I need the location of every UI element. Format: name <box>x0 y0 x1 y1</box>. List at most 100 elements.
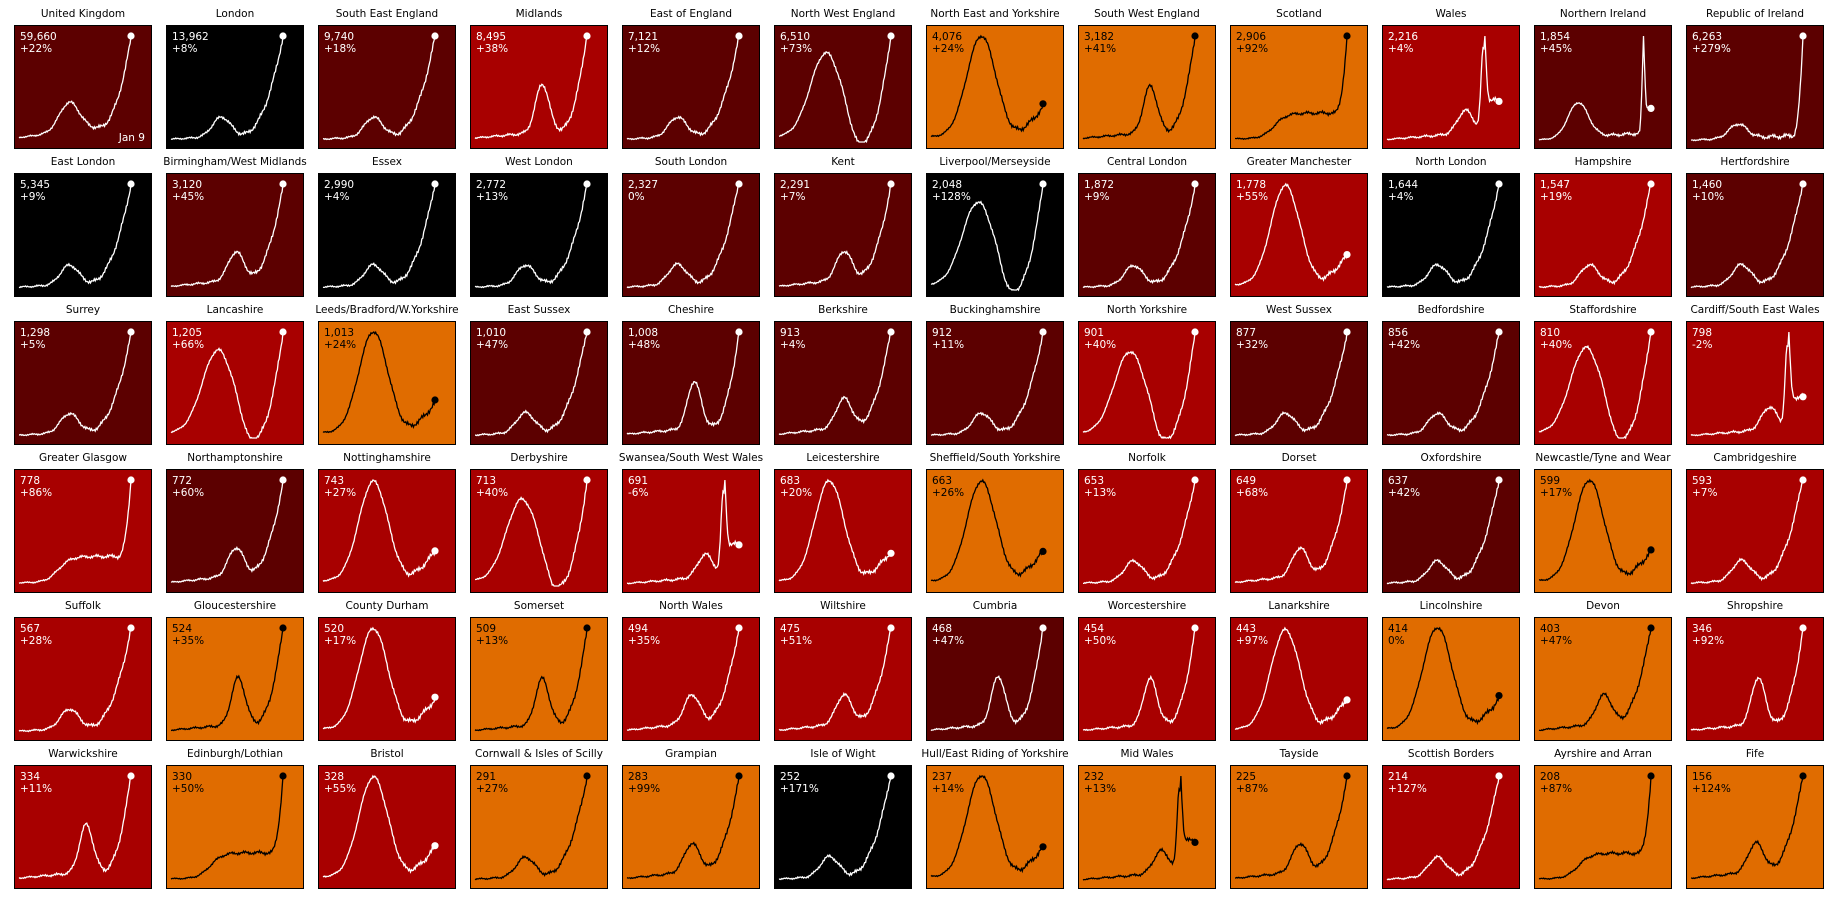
latest-point-marker <box>1343 251 1351 259</box>
panel-svg <box>322 774 439 878</box>
panel-plot: 2,216 +4% <box>1382 25 1520 149</box>
panel-svg <box>170 476 287 584</box>
panel-change: -2% <box>1692 339 1713 351</box>
latest-point-marker <box>1495 180 1503 188</box>
panel-change: +7% <box>1692 487 1718 499</box>
latest-point-marker <box>1495 692 1503 700</box>
series-line <box>474 627 588 732</box>
panel-title: Wiltshire <box>820 600 866 612</box>
panel-value: 3,120 <box>172 179 203 191</box>
panel-value: 743 <box>324 475 345 487</box>
panel-plot: 901 +40% <box>1078 321 1216 445</box>
series-line <box>170 183 284 288</box>
series-line <box>1538 627 1652 732</box>
series-line <box>626 183 740 289</box>
latest-point-marker <box>583 180 591 188</box>
panel-svg <box>626 479 743 585</box>
latest-point-marker <box>1039 547 1047 555</box>
series-line <box>1082 627 1196 732</box>
panel-plot: 59,660 +22% Jan 9 <box>14 25 152 149</box>
series-line <box>322 330 436 434</box>
panel-value: 798 <box>1692 327 1713 339</box>
panel-svg <box>1538 624 1655 732</box>
panel-title: North Wales <box>659 600 723 612</box>
panel-value: 877 <box>1236 327 1257 339</box>
panel-change: +32% <box>1236 339 1269 351</box>
panel-plot: 810 +40% <box>1534 321 1672 445</box>
panel-svg <box>1082 624 1199 732</box>
panel-plot: 593 +7% <box>1686 469 1824 593</box>
panel-plot: 454 +50% <box>1078 617 1216 741</box>
panel-svg <box>18 328 135 437</box>
panel-change: +127% <box>1388 783 1427 795</box>
panel-value: 691 <box>628 475 649 487</box>
latest-point-marker <box>1191 838 1199 846</box>
series-line <box>1082 35 1196 140</box>
panel-plot: 291 +27% <box>470 765 608 889</box>
panel-title: Bedfordshire <box>1417 304 1485 316</box>
panel-value: 403 <box>1540 623 1561 635</box>
series-line <box>1083 479 1196 585</box>
panel-value: 291 <box>476 771 497 783</box>
series-line <box>18 183 132 289</box>
series-line <box>1234 479 1348 584</box>
latest-point-marker <box>887 549 895 557</box>
panel-svg <box>1538 180 1655 289</box>
series-line <box>1235 35 1348 141</box>
latest-point-marker <box>127 32 135 40</box>
panel-title: Lanarkshire <box>1268 600 1330 612</box>
panel-plot: 156 +124% <box>1686 765 1824 889</box>
series-line <box>1690 775 1804 880</box>
panel-value: 225 <box>1236 771 1257 783</box>
panel-plot: 9,740 +18% <box>318 25 456 149</box>
latest-point-marker <box>735 772 743 780</box>
panel-svg <box>1386 328 1503 437</box>
panel-title: Liverpool/Merseyside <box>939 156 1051 168</box>
panel-value: 524 <box>172 623 193 635</box>
panel-value: 443 <box>1236 623 1257 635</box>
latest-point-marker <box>1799 180 1807 188</box>
panel-value: 593 <box>1692 475 1713 487</box>
panel-svg <box>170 624 287 732</box>
panel-plot: 1,872 +9% <box>1078 173 1216 297</box>
panel-title: Leeds/Bradford/W.Yorkshire <box>315 304 459 316</box>
panel-change: +7% <box>780 191 806 203</box>
panel-plot: 1,854 +45% <box>1534 25 1672 149</box>
series-line <box>778 331 892 436</box>
panel-plot: 2,906 +92% <box>1230 25 1368 149</box>
series-line <box>1234 626 1348 730</box>
panel-svg <box>475 328 591 437</box>
panel-plot: 509 +13% <box>470 617 608 741</box>
panel-change: +55% <box>1236 191 1269 203</box>
series-line <box>170 479 284 584</box>
panel-title: Sheffield/South Yorkshire <box>929 452 1061 464</box>
panel-svg <box>1538 35 1655 141</box>
latest-point-marker <box>279 624 287 632</box>
latest-point-marker <box>887 624 895 632</box>
panel-svg <box>18 32 135 139</box>
panel-value: 59,660 <box>20 31 57 43</box>
panel-svg <box>778 478 895 582</box>
panel-change: 0% <box>628 191 645 203</box>
panel-title: West London <box>505 156 573 168</box>
panel-title: Greater Manchester <box>1246 156 1352 168</box>
series-line <box>930 183 1044 292</box>
panel-svg <box>1386 772 1503 881</box>
series-line <box>1538 331 1652 440</box>
panel-value: 1,547 <box>1540 179 1571 191</box>
panel-value: 156 <box>1692 771 1713 783</box>
panel-svg <box>930 624 1047 732</box>
latest-point-marker <box>1495 772 1503 780</box>
latest-point-marker <box>1191 328 1199 336</box>
panel-plot: 328 +55% <box>318 765 456 889</box>
latest-point-marker <box>1647 772 1655 780</box>
panel-svg <box>18 476 135 584</box>
series-line <box>1234 331 1348 437</box>
panel-plot: 2,772 +13% <box>470 173 608 297</box>
panel-plot: 3,182 +41% <box>1078 25 1216 149</box>
series-line <box>626 35 740 141</box>
latest-point-marker <box>1799 32 1807 40</box>
latest-point-marker <box>431 396 439 404</box>
panel-value: 1,298 <box>20 327 51 339</box>
panel-value: 9,740 <box>324 31 355 43</box>
